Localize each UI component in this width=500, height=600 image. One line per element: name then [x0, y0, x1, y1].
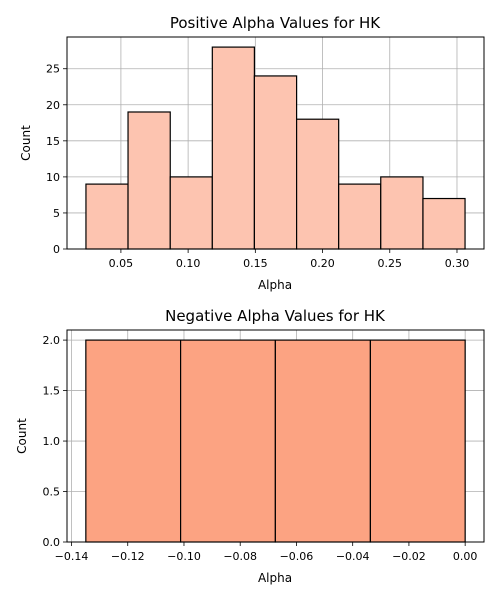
x-tick-label: 0.30: [445, 257, 470, 270]
x-tick-label: 0.00: [453, 550, 478, 563]
x-tick-label: −0.04: [336, 550, 370, 563]
x-tick-label: 0.20: [310, 257, 335, 270]
x-tick-label: −0.12: [111, 550, 145, 563]
chart-title: Negative Alpha Values for HK: [165, 307, 386, 325]
bars: [85, 339, 466, 543]
ticks: 0.05 0.10 0.15 0.20 0.25 0.30 0 5 10 15 20 25: [46, 63, 469, 270]
histogram-bar: [179, 339, 276, 543]
histogram-bar: [211, 46, 255, 250]
y-tick-label: 15: [46, 135, 60, 148]
histogram-bar: [274, 339, 372, 543]
positive-alpha-chart: Positive Alpha Values for HK 0.05 0.10 0.1…: [19, 14, 485, 292]
y-tick-label: 20: [46, 99, 60, 112]
axes-frame: [66, 329, 485, 543]
y-tick-label: 10: [46, 171, 60, 184]
histogram-bar: [85, 339, 182, 543]
y-tick-label: 1.0: [43, 435, 61, 448]
y-tick-label: 0.0: [43, 536, 61, 549]
x-tick-label: −0.02: [392, 550, 426, 563]
x-tick-label: −0.14: [55, 550, 89, 563]
x-tick-label: 0.10: [176, 257, 201, 270]
histogram-bar: [422, 197, 466, 250]
axes-frame: [66, 36, 485, 250]
y-tick-label: 2.0: [43, 334, 61, 347]
y-axis-label: Count: [15, 418, 29, 454]
chart-title: Positive Alpha Values for HK: [170, 14, 381, 32]
negative-alpha-chart: Negative Alpha Values for HK −0.14 −0.12−…: [15, 307, 485, 585]
y-tick-label: 0.5: [43, 486, 61, 499]
x-tick-label: 0.25: [378, 257, 403, 270]
x-tick-label: −0.06: [280, 550, 314, 563]
y-tick-label: 0: [53, 243, 60, 256]
histogram-bar: [296, 118, 340, 250]
x-tick-label: −0.08: [223, 550, 257, 563]
x-tick-label: 0.15: [243, 257, 268, 270]
y-tick-label: 1.5: [43, 385, 61, 398]
histogram-bar: [338, 183, 382, 250]
histogram-bar: [85, 183, 129, 250]
ticks: −0.14 −0.12 −0.10 −0.08 −0.06 −0.04 −0.02 0.00 0…: [43, 334, 478, 563]
x-tick-label: −0.10: [167, 550, 201, 563]
bars: [85, 46, 466, 250]
x-tick-label: 0.05: [109, 257, 134, 270]
histogram-bar: [380, 176, 424, 250]
x-axis-label: Alpha: [258, 571, 292, 585]
histogram-bar: [169, 176, 213, 250]
y-axis-label: Count: [19, 125, 33, 161]
histogram-bar: [369, 339, 466, 543]
y-tick-label: 25: [46, 63, 60, 76]
histogram-bar: [127, 111, 171, 250]
y-tick-label: 5: [53, 207, 60, 220]
x-axis-label: Alpha: [258, 278, 292, 292]
histogram-bar: [253, 75, 298, 250]
